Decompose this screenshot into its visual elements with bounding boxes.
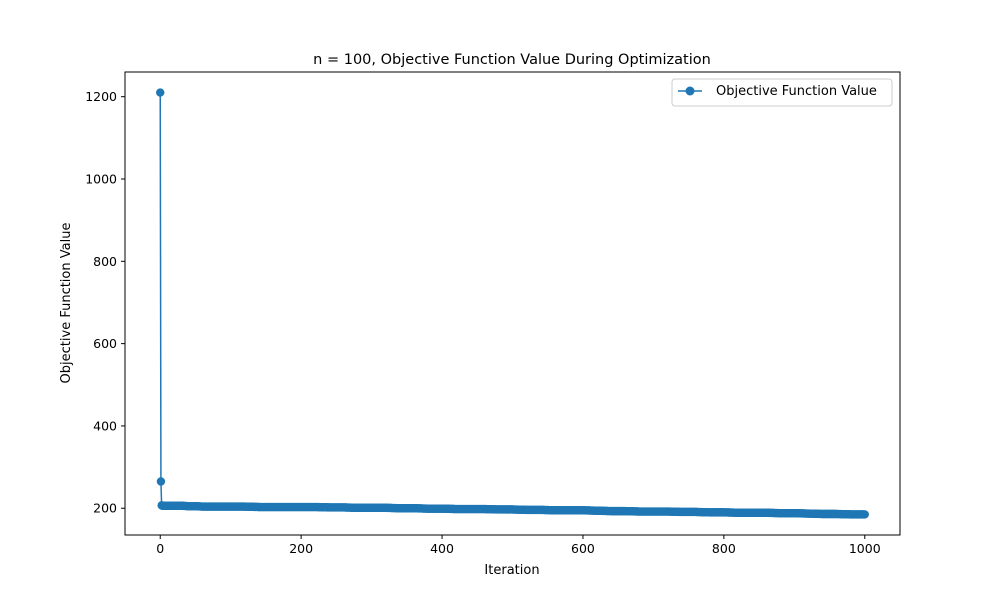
x-tick-label: 800 [712, 541, 736, 556]
y-tick-label: 800 [93, 254, 117, 269]
legend: Objective Function Value [671, 78, 893, 107]
series-marker [156, 88, 165, 97]
y-axis: 200 400 600 800 1000 1200 [85, 89, 125, 516]
y-tick-label: 600 [93, 336, 117, 351]
x-tick-label: 0 [156, 541, 164, 556]
series-marker [860, 510, 869, 519]
x-tick-label: 400 [430, 541, 454, 556]
x-axis-label: Iteration [484, 563, 539, 578]
y-tick-label: 400 [93, 418, 117, 433]
legend-box [671, 78, 893, 107]
plot-area [124, 71, 901, 536]
legend-label: Objective Function Value [716, 84, 877, 99]
legend-marker-swatch [685, 86, 695, 96]
axes-frame [124, 71, 901, 536]
y-tick-label: 1000 [85, 172, 117, 187]
x-tick-label: 1000 [849, 541, 881, 556]
x-tick-label: 200 [289, 541, 313, 556]
y-tick-label: 200 [93, 501, 117, 516]
x-tick-label: 600 [571, 541, 595, 556]
chart-title: n = 100, Objective Function Value During… [313, 52, 711, 68]
y-tick-label: 1200 [85, 89, 117, 104]
x-axis: 0 200 400 600 800 1000 [156, 535, 881, 556]
series-layer [156, 88, 869, 519]
y-axis-label: Objective Function Value [59, 223, 74, 384]
series-marker [156, 477, 166, 486]
